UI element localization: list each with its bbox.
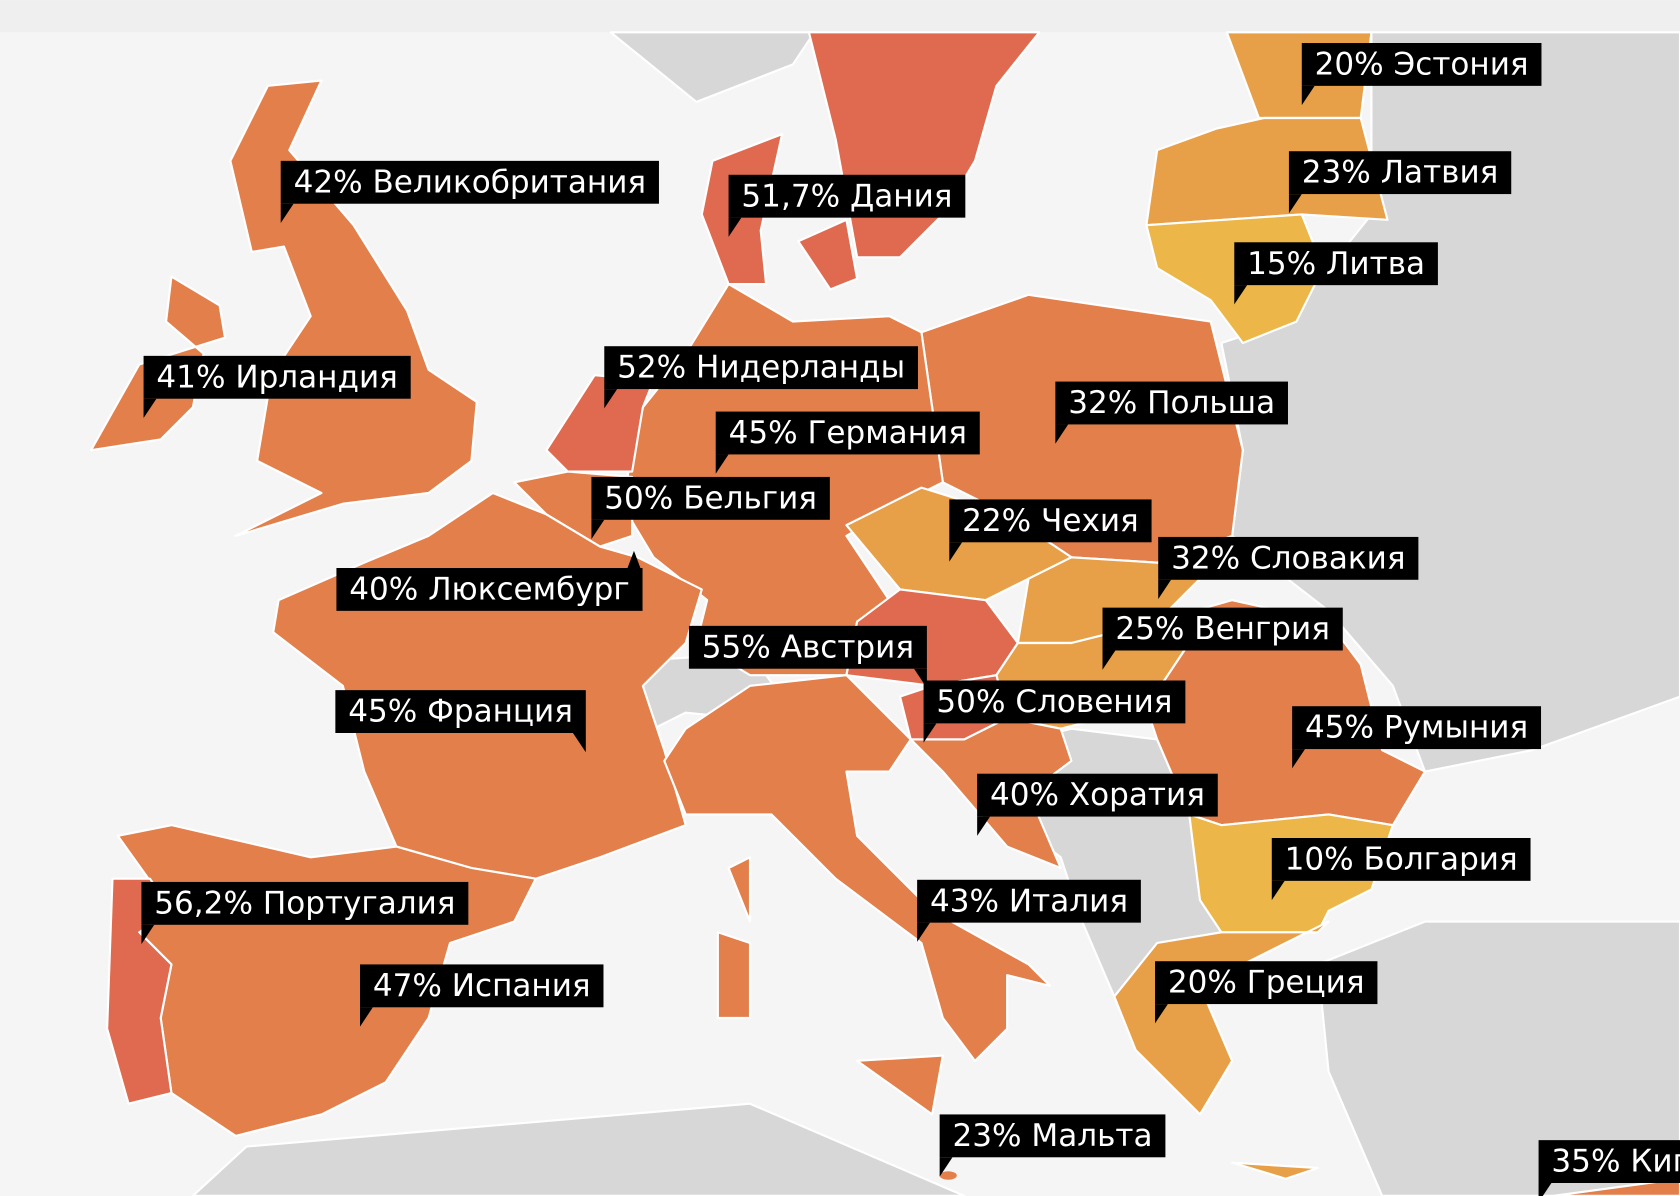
label: 45% Германия xyxy=(715,411,980,474)
label: 20% Греция xyxy=(1155,961,1378,1024)
label: 32% Словакия xyxy=(1158,536,1419,600)
label-box xyxy=(1055,381,1288,425)
label-box xyxy=(604,346,918,390)
label-text: 45% Германия xyxy=(729,415,967,451)
label-box xyxy=(141,881,469,925)
crete xyxy=(1231,1161,1319,1180)
label: 50% Бельгия xyxy=(591,476,830,540)
label-box xyxy=(335,690,586,733)
label-box xyxy=(1292,706,1542,750)
label-box xyxy=(591,476,830,520)
label-tail xyxy=(1158,579,1172,600)
label-box xyxy=(336,568,643,611)
label-tail xyxy=(627,550,641,568)
label-text: 43% Италия xyxy=(930,883,1128,919)
corsica xyxy=(727,856,752,923)
label-box xyxy=(1271,838,1531,881)
label: 40% Люксембург xyxy=(336,550,643,611)
label-text: 20% Эстония xyxy=(1315,46,1529,82)
label-box xyxy=(715,411,980,455)
label-box xyxy=(360,964,604,1008)
label-tail xyxy=(715,454,729,474)
label-box xyxy=(923,680,1186,724)
label-box xyxy=(977,773,1218,817)
label-text: 15% Литва xyxy=(1247,246,1425,282)
label: 45% Франция xyxy=(335,690,586,753)
malta xyxy=(939,1171,957,1180)
label-text: 40% Хоратия xyxy=(990,777,1205,813)
label-box xyxy=(280,160,659,204)
label-text: 45% Франция xyxy=(348,694,573,730)
label-text: 45% Румыния xyxy=(1305,710,1528,746)
label-tail xyxy=(1055,424,1069,444)
label: 22% Чехия xyxy=(949,499,1152,562)
label: 23% Мальта xyxy=(939,1114,1166,1177)
label: 35% Кип xyxy=(1538,1140,1680,1196)
label-text: 51,7% Дания xyxy=(741,178,952,214)
label-tail xyxy=(923,723,937,743)
label: 52% Нидерланды xyxy=(604,346,918,409)
label: 25% Венгрия xyxy=(1102,607,1343,670)
label-text: 23% Мальта xyxy=(953,1118,1153,1154)
label-box xyxy=(1288,151,1512,195)
label-tail xyxy=(1292,749,1305,769)
label-tail xyxy=(572,733,586,753)
label-text: 41% Ирландия xyxy=(156,359,397,395)
denmark-island xyxy=(797,218,859,291)
label-text: 32% Словакия xyxy=(1171,540,1405,576)
label-box xyxy=(1102,607,1343,651)
label-text: 32% Польша xyxy=(1068,385,1275,421)
label: 10% Болгария xyxy=(1271,838,1531,901)
label-tail xyxy=(1538,1183,1552,1196)
label-text: 23% Латвия xyxy=(1302,155,1499,191)
label: 40% Хоратия xyxy=(977,773,1218,836)
label: 45% Румыния xyxy=(1292,706,1542,769)
label: 51,7% Дания xyxy=(728,174,966,237)
label-box xyxy=(1301,43,1542,86)
label-text: 35% Кип xyxy=(1551,1144,1680,1180)
sardinia xyxy=(716,931,752,1020)
sicily xyxy=(856,1054,944,1116)
label-text: 42% Великобритания xyxy=(294,164,647,200)
label-text: 55% Австрия xyxy=(702,629,914,665)
label-box xyxy=(949,499,1152,543)
turkey xyxy=(1316,920,1680,1196)
label: 41% Ирландия xyxy=(143,355,411,418)
label-box xyxy=(1155,961,1378,1005)
label-text: 50% Бельгия xyxy=(604,480,817,516)
label-tail xyxy=(949,542,963,562)
label: 42% Великобритания xyxy=(280,160,659,223)
label-text: 47% Испания xyxy=(373,968,591,1004)
label-box xyxy=(939,1114,1166,1158)
label-box xyxy=(1234,242,1438,286)
label-box xyxy=(688,625,927,669)
label-tail xyxy=(728,217,742,237)
label: 50% Словения xyxy=(923,680,1186,743)
norway xyxy=(609,31,816,103)
label: 32% Польша xyxy=(1055,381,1288,444)
label-box xyxy=(917,879,1141,923)
label-text: 56,2% Португалия xyxy=(154,885,455,921)
label-text: 40% Люксембург xyxy=(349,572,629,608)
label-text: 25% Венгрия xyxy=(1115,611,1330,647)
label-box xyxy=(1538,1140,1680,1183)
label-text: 10% Болгария xyxy=(1285,842,1518,878)
label-text: 52% Нидерланды xyxy=(617,350,905,386)
label-box xyxy=(728,174,966,218)
italy xyxy=(663,674,1052,1062)
label: 47% Испания xyxy=(360,964,604,1027)
label-box xyxy=(143,355,411,399)
labels: 42% Великобритания 51,7% Дания 20% Эстония… xyxy=(141,43,1680,1196)
label-box xyxy=(1158,536,1419,580)
label-text: 50% Словения xyxy=(936,684,1172,720)
label-text: 22% Чехия xyxy=(962,503,1139,539)
label: 20% Эстония xyxy=(1301,43,1542,106)
label: 56,2% Португалия xyxy=(141,881,469,945)
label-text: 20% Греция xyxy=(1168,965,1365,1001)
top-strip xyxy=(0,0,1680,33)
label: 23% Латвия xyxy=(1288,151,1512,214)
